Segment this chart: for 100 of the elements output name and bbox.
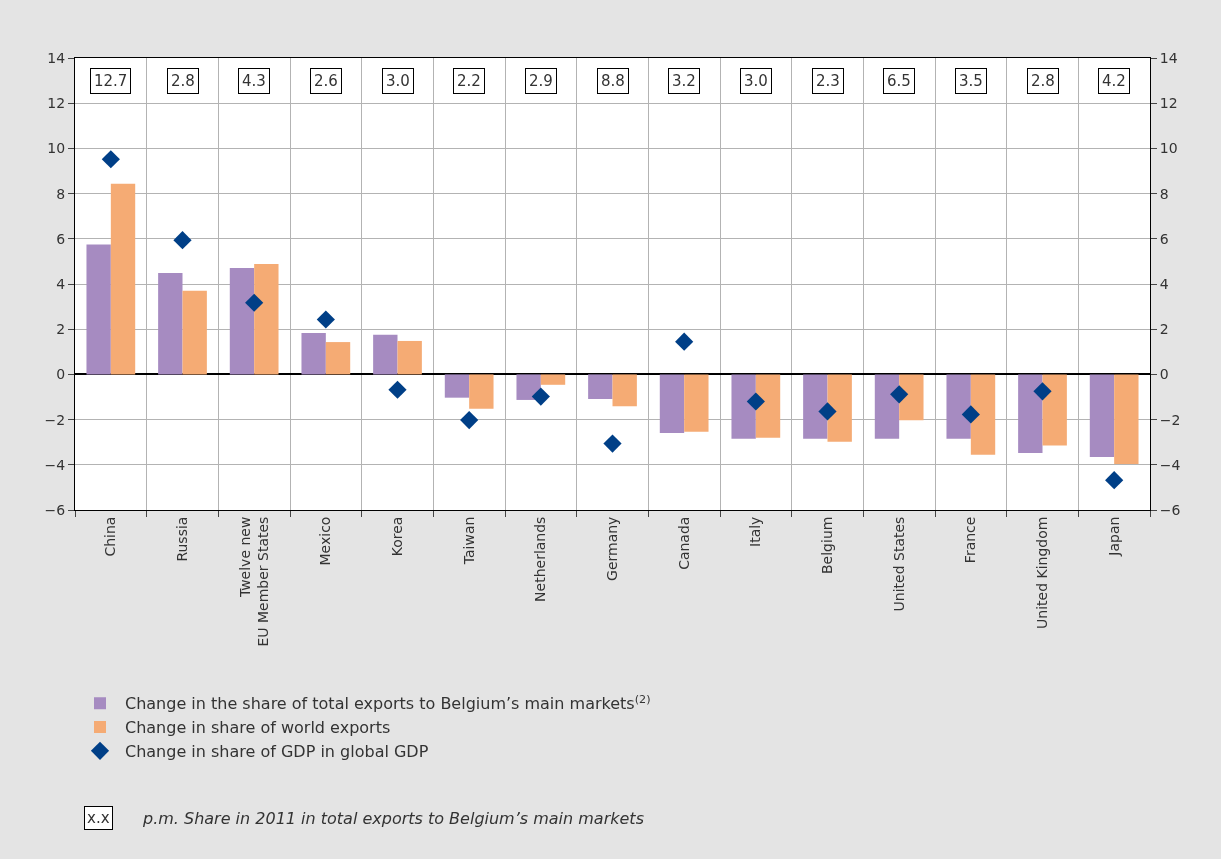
y-tick-label: −2 (44, 411, 66, 428)
text: p.m. Share in 2011 in total exports to Belgium’s main markets (142, 809, 644, 828)
x-tick-label: Taiwan (460, 516, 477, 566)
x-tick-label: Belgium (819, 516, 836, 575)
bar (1114, 374, 1139, 465)
y-tick-label: 2 (56, 321, 66, 338)
x-tick-label: Russia (174, 516, 191, 562)
annotation: 12.7 (94, 72, 128, 90)
bar (86, 244, 111, 375)
x-tick-label: Canada (675, 516, 692, 570)
bar (1042, 374, 1067, 446)
point (173, 231, 192, 250)
y2-tick-label: 0 (1159, 366, 1169, 383)
bar (588, 374, 613, 400)
x-tick-label: United Kingdom (1034, 516, 1051, 629)
annotation: 2.8 (1031, 72, 1055, 90)
bar (1089, 374, 1115, 458)
bar (874, 374, 900, 439)
x-tick-label: France (962, 516, 979, 564)
legend-label: Change in the share of total exports to Belgium’s main markets$^{(2)}$ (125, 692, 651, 714)
bar (946, 374, 971, 439)
y-tick-label: 8 (56, 185, 66, 202)
x-tick-label: Germany (604, 516, 621, 581)
y2-tick-label: 6 (1159, 230, 1169, 247)
bar (229, 267, 255, 375)
point (388, 380, 407, 399)
bar (158, 272, 183, 375)
y-tick-label: −6 (44, 501, 66, 518)
y-tick-label: 4 (56, 275, 66, 292)
x-tick-label: Mexico (317, 516, 334, 566)
bar (469, 374, 494, 409)
bar (755, 374, 781, 438)
point (603, 434, 622, 453)
bar (325, 342, 351, 375)
bar (803, 374, 828, 439)
bar (1018, 374, 1043, 454)
y-tick-label: 6 (56, 230, 66, 247)
bar (827, 374, 852, 442)
bar (540, 374, 566, 385)
bar (659, 374, 685, 433)
bar (444, 374, 470, 398)
point (1105, 471, 1124, 490)
point (101, 150, 120, 169)
bar (301, 333, 326, 375)
text: x.x (87, 809, 110, 827)
point (675, 332, 694, 351)
y2-tick-label: −6 (1159, 501, 1181, 518)
legend-label: Change in share of world exports (125, 718, 391, 738)
y2-tick-label: 2 (1159, 321, 1169, 338)
annotation: 3.0 (744, 72, 768, 90)
y-tick-label: 10 (47, 140, 66, 157)
bar (397, 340, 422, 375)
annotation: 2.2 (457, 72, 481, 90)
bar (110, 183, 136, 375)
annotation: 2.6 (314, 72, 338, 90)
bar (684, 374, 709, 432)
bar (899, 374, 924, 421)
annotation: 4.2 (1102, 72, 1126, 90)
annotation: 3.2 (672, 72, 696, 90)
bar (731, 374, 756, 439)
annotation: 2.9 (529, 72, 553, 90)
x-tick-label: Korea (389, 516, 406, 557)
point (1033, 382, 1052, 401)
point (818, 402, 837, 421)
annotation: 2.3 (816, 72, 840, 90)
x-tick-label: China (102, 516, 119, 557)
x-tick-label: Twelve new EU Member States (236, 516, 271, 647)
bar (254, 263, 279, 375)
x-tick-label: United States (890, 516, 907, 612)
bar (373, 334, 398, 375)
y2-tick-label: 4 (1159, 275, 1169, 292)
y-tick-label: −4 (44, 456, 66, 473)
point (245, 293, 264, 312)
x-tick-label: Japan (1105, 516, 1122, 557)
annotation: 2.8 (171, 72, 195, 90)
legend-label: Change in share of GDP in global GDP (125, 742, 429, 762)
bar (182, 290, 207, 375)
y2-tick-label: −4 (1159, 456, 1181, 473)
annotation: 8.8 (601, 72, 625, 90)
point (316, 310, 335, 329)
bar (970, 374, 996, 455)
y2-tick-label: −2 (1159, 411, 1181, 428)
point (746, 392, 765, 411)
point (961, 405, 980, 424)
annotation: 3.0 (386, 72, 410, 90)
bar (612, 374, 637, 407)
point (531, 387, 550, 406)
y2-tick-label: 14 (1159, 49, 1178, 66)
y2-tick-label: 10 (1159, 140, 1178, 157)
y-tick-label: 0 (56, 366, 66, 383)
y2-tick-label: 12 (1159, 95, 1178, 112)
point (890, 385, 909, 404)
y2-tick-label: 8 (1159, 185, 1169, 202)
x-tick-label: Netherlands (532, 516, 549, 602)
annotation: 4.3 (242, 72, 266, 90)
x-tick-label: Italy (747, 516, 764, 547)
y-tick-label: 14 (47, 49, 66, 66)
point (460, 410, 479, 430)
annotation: 3.5 (959, 72, 983, 90)
y-tick-label: 12 (47, 95, 66, 112)
